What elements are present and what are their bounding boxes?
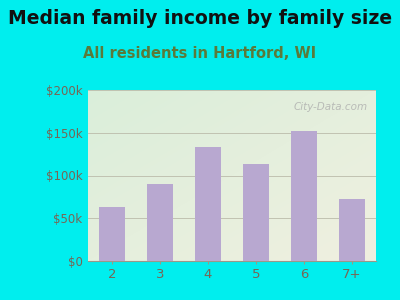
Bar bbox=[243, 164, 269, 261]
Bar bbox=[195, 147, 221, 261]
Text: All residents in Hartford, WI: All residents in Hartford, WI bbox=[84, 46, 316, 62]
Bar bbox=[339, 200, 365, 261]
Text: Median family income by family size: Median family income by family size bbox=[8, 9, 392, 28]
Bar bbox=[99, 207, 125, 261]
Bar bbox=[291, 131, 317, 261]
Bar bbox=[147, 184, 173, 261]
Text: City-Data.com: City-Data.com bbox=[293, 102, 367, 112]
